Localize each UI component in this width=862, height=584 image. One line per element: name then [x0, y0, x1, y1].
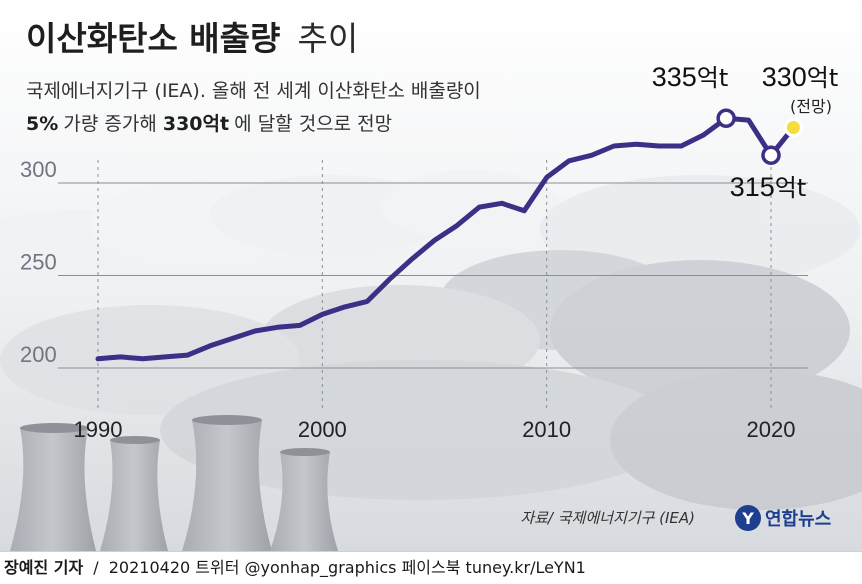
- credit-footer: 장예진 기자 / 20210420 트위터 @yonhap_graphics 페…: [0, 551, 862, 584]
- peak-label-unit: 억t: [697, 64, 729, 92]
- y-tick-label: 250: [20, 250, 57, 275]
- y-tick-label: 200: [20, 342, 57, 367]
- x-tick-label: 2010: [522, 417, 571, 442]
- peak-label: 335억t: [652, 62, 729, 92]
- subtitle-part: 가량 증가해: [63, 113, 162, 135]
- cooling-towers: [10, 415, 338, 551]
- source-note: 자료/ 국제에너지기구 (IEA): [520, 509, 695, 527]
- y-axis-ticks: 200 250 300: [20, 157, 57, 367]
- x-axis-ticks: 1990 2000 2010 2020: [74, 417, 796, 442]
- logo-mark-letter: Y: [741, 509, 754, 528]
- x-tick-label: 2000: [298, 417, 347, 442]
- projection-label-value: 330: [762, 62, 807, 92]
- chart-title-light: 추이: [297, 19, 358, 58]
- projection-label-unit: 억t: [807, 64, 839, 92]
- x-tick-label: 2020: [747, 417, 796, 442]
- peak-label-value: 335: [652, 62, 697, 92]
- grid-lines: [58, 160, 808, 412]
- chart-title-bold: 이산화탄소 배출량: [26, 19, 280, 58]
- twitter-handle[interactable]: @yonhap_graphics: [244, 558, 397, 577]
- projection-label: 330억t: [762, 62, 839, 92]
- y-tick-label: 300: [20, 157, 57, 182]
- logo-text: 연합뉴스: [765, 508, 831, 530]
- projection-note: (전망): [790, 97, 832, 116]
- series-line: [95, 115, 796, 362]
- x-tick-label: 1990: [74, 417, 123, 442]
- subtitle-part: 5%: [26, 113, 58, 135]
- low-label-value: 315: [730, 172, 775, 202]
- low-label-unit: 억t: [775, 174, 807, 202]
- publish-date: 20210420: [108, 558, 191, 577]
- data-point-marker: [761, 145, 781, 165]
- footer-separator: /: [93, 558, 99, 577]
- facebook-link[interactable]: tuney.kr/LeYN1: [465, 558, 586, 577]
- subtitle-line-1: 국제에너지기구 (IEA). 올해 전 세계 이산화탄소 배출량이: [26, 80, 481, 102]
- projection-point-marker: [783, 118, 803, 137]
- data-point-marker: [716, 108, 736, 128]
- co2-emissions-chart: 이산화탄소 배출량 추이 국제에너지기구 (IEA). 올해 전 세계 이산화탄…: [0, 0, 862, 551]
- subtitle-part: 330억t: [163, 113, 229, 135]
- low-label: 315억t: [730, 172, 807, 202]
- chart-title: 이산화탄소 배출량 추이: [26, 19, 358, 58]
- logo-mark: [735, 505, 761, 531]
- series-layer: [95, 108, 803, 362]
- subtitle-part: 에 달할 것으로 전망: [234, 113, 392, 135]
- reporter-name: 장예진 기자: [4, 558, 84, 577]
- twitter-label: 트위터: [195, 558, 240, 577]
- facebook-label: 페이스북: [401, 558, 461, 577]
- yonhap-logo: Y 연합뉴스: [735, 505, 831, 531]
- subtitle-line-2: 5% 가량 증가해 330억t 에 달할 것으로 전망: [26, 113, 392, 135]
